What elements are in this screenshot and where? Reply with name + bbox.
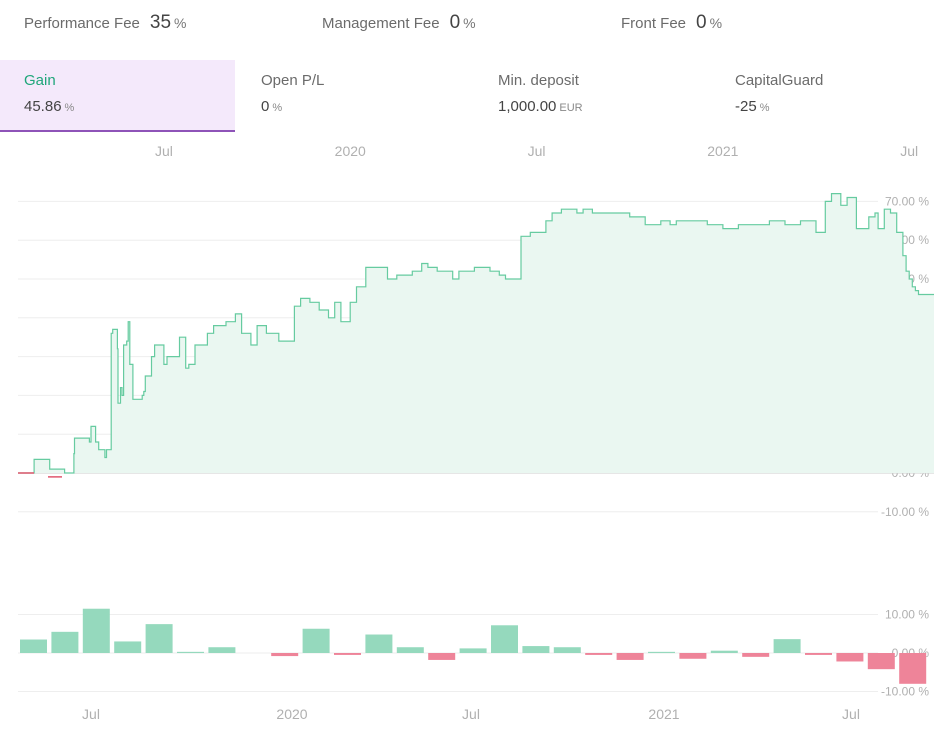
front-fee: Front Fee 0%: [621, 12, 722, 34]
gain-area: [18, 193, 934, 473]
monthly-bar: [742, 653, 770, 657]
monthly-bar: [302, 628, 330, 653]
bar-x-tick-label: Jul: [462, 706, 480, 722]
monthly-bar: [396, 647, 424, 653]
gain-x-tick-label: Jul: [900, 143, 918, 159]
gain-chart: 70.00 %60.00 %50.00 %40.00 %30.00 %20.00…: [18, 143, 934, 516]
monthly-bar: [20, 639, 47, 653]
monthly-bar: [491, 625, 518, 653]
stat-tabs: Gain 45.86% Open P/L 0% Min. deposit 1,0…: [0, 60, 940, 132]
tab-min-deposit-value: 1,000.00: [498, 98, 557, 115]
front-fee-label: Front Fee: [621, 15, 687, 32]
monthly-bar: [208, 647, 236, 653]
gain-y-tick-label: -10.00 %: [881, 505, 929, 516]
performance-fee-unit: %: [174, 15, 187, 31]
monthly-bar: [334, 653, 361, 655]
tab-min-deposit-unit: EUR: [559, 102, 583, 114]
front-fee-value: 0: [696, 12, 707, 33]
monthly-bar: [271, 653, 299, 657]
bar-y-tick-label: -10.00 %: [881, 685, 929, 699]
monthly-bar: [522, 646, 550, 653]
monthly-bar: [428, 653, 456, 660]
bar-y-tick-label: 10.00 %: [885, 608, 929, 622]
bar-x-tick-label: Jul: [82, 706, 100, 722]
tab-open-pl-value: 0: [261, 98, 270, 115]
tab-capitalguard[interactable]: CapitalGuard -25%: [711, 60, 940, 132]
tab-min-deposit[interactable]: Min. deposit 1,000.00 EUR: [474, 60, 709, 132]
monthly-bar: [553, 647, 581, 653]
management-fee-unit: %: [463, 15, 476, 31]
monthly-bar: [867, 653, 895, 670]
gain-line: [18, 193, 934, 474]
tab-gain-value: 45.86: [24, 98, 62, 115]
monthly-bar: [145, 624, 173, 653]
bar-x-tick-label: 2021: [648, 706, 679, 722]
front-fee-unit: %: [709, 15, 723, 31]
tab-open-pl-label: Open P/L: [261, 72, 325, 89]
gain-y-tick-label: 70.00 %: [885, 194, 929, 208]
tab-gain-unit: %: [64, 102, 75, 114]
monthly-bar: [82, 608, 110, 653]
tab-capitalguard-label: CapitalGuard: [735, 72, 824, 89]
management-fee-label: Management Fee: [322, 15, 440, 32]
tab-open-pl-unit: %: [272, 102, 283, 114]
monthly-bar: [177, 651, 204, 654]
monthly-bar: [679, 653, 707, 659]
tab-gain[interactable]: Gain 45.86%: [0, 60, 235, 132]
monthly-bar: [773, 639, 801, 653]
monthly-bar: [459, 648, 487, 653]
monthly-bar: [899, 653, 927, 684]
gain-x-tick-label: Jul: [528, 143, 546, 159]
performance-fee-value: 35: [149, 12, 172, 33]
monthly-bar: [648, 651, 675, 654]
bar-x-tick-label: 2020: [276, 706, 307, 722]
monthly-bar: [710, 650, 738, 653]
tab-capitalguard-unit: %: [759, 102, 770, 114]
tab-min-deposit-label: Min. deposit: [498, 72, 579, 89]
performance-fee: Performance Fee 35%: [24, 12, 186, 34]
gain-x-tick-label: 2020: [335, 143, 366, 159]
tab-capitalguard-value: -25: [735, 98, 757, 115]
monthly-bar: [114, 641, 142, 653]
performance-fee-label: Performance Fee: [24, 15, 140, 32]
bar-x-tick-label: Jul: [842, 706, 860, 722]
monthly-bar: [585, 653, 613, 655]
monthly-bar: [836, 653, 864, 662]
monthly-bar: [51, 631, 79, 653]
monthly-bar: [805, 653, 832, 655]
gain-x-tick-label: Jul: [155, 143, 173, 159]
management-fee: Management Fee 0%: [322, 12, 476, 34]
management-fee-value: 0: [449, 12, 461, 33]
gain-x-tick-label: 2021: [707, 143, 738, 159]
monthly-bar: [365, 634, 393, 653]
tab-gain-label: Gain: [24, 72, 56, 89]
fees-bar: Performance Fee 35% Management Fee 0% Fron…: [0, 0, 940, 48]
tab-open-pl[interactable]: Open P/L 0%: [237, 60, 472, 132]
monthly-bar: [616, 653, 644, 660]
